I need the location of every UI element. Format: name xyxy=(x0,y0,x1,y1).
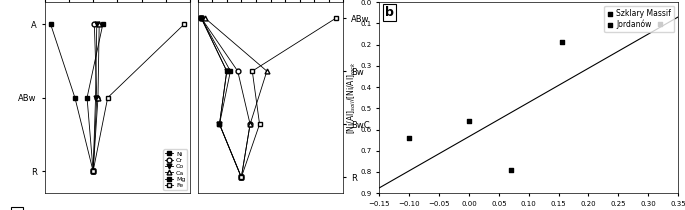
Legend: Ni, Cr, Co, Ca, Mg, Fe: Ni, Cr, Co, Ca, Mg, Fe xyxy=(164,149,187,190)
Szklary Massif xyxy=(403,136,414,140)
Text: a: a xyxy=(12,209,21,210)
Szklary Massif xyxy=(464,119,475,123)
Y-axis label: [Ni/Al]$_{soil}$/[Ni/Al]$_{rock}$: [Ni/Al]$_{soil}$/[Ni/Al]$_{rock}$ xyxy=(345,61,358,134)
Text: b: b xyxy=(385,6,394,19)
Jordanów xyxy=(506,168,516,172)
Jordanów xyxy=(556,41,567,44)
Legend: Szklary Massif, Jordanów: Szklary Massif, Jordanów xyxy=(604,6,674,32)
Jordanów xyxy=(655,23,666,26)
